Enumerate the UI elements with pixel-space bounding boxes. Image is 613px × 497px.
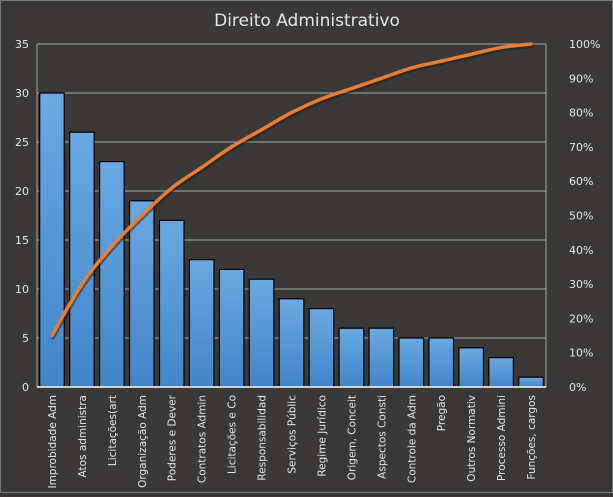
y-tick-label: 25 (15, 136, 29, 149)
y2-tick-label: 0% (569, 381, 586, 394)
bar (519, 377, 544, 387)
bar (279, 299, 304, 387)
y2-tick-label: 90% (569, 72, 593, 85)
y-tick-label: 20 (15, 185, 29, 198)
x-category-label: Atos administra (77, 395, 89, 478)
x-category-label: Responsabilidad (257, 395, 269, 481)
y2-tick-label: 100% (569, 38, 600, 51)
bar (100, 162, 125, 387)
y-tick-label: 35 (15, 38, 29, 51)
bar (309, 309, 334, 387)
x-category-label: Licitações(art (107, 395, 119, 466)
y2-tick-label: 60% (569, 175, 593, 188)
bar (399, 338, 424, 387)
y-tick-label: 30 (15, 87, 29, 100)
x-category-label: Improbidade Adm (47, 395, 59, 489)
x-category-label: Controle da Adm (406, 395, 418, 483)
y2-tick-label: 30% (569, 278, 593, 291)
y2-tick-label: 20% (569, 312, 593, 325)
y2-tick-label: 40% (569, 244, 593, 257)
x-category-label: Outros Normativ (466, 395, 478, 482)
x-category-label: Contratos Admin (197, 395, 209, 483)
bar (489, 358, 514, 387)
bar (459, 348, 484, 387)
y2-tick-label: 80% (569, 107, 593, 120)
x-category-label: Regime Jurídico (316, 395, 328, 477)
x-category-label: Poderes e Dever (167, 394, 179, 481)
x-category-label: Aspectos Consti (376, 395, 388, 479)
chart-title: Direito Administrativo (214, 11, 400, 31)
bar (159, 220, 184, 387)
y-axis-ticks: 0 5 10 15 20 25 30 35 (15, 38, 29, 394)
x-category-label: Organização Adm (137, 395, 149, 488)
x-category-label: Funções, cargos (526, 395, 538, 479)
bar (219, 269, 244, 387)
y2-axis-ticks: 0% 10% 20% 30% 40% 50% 60% 70% 80% 90% 100% (569, 38, 600, 394)
bar (429, 338, 454, 387)
y-tick-label: 0 (22, 381, 29, 394)
bar (339, 328, 364, 387)
y2-tick-label: 10% (569, 347, 593, 360)
x-category-label: Origem, Conceit (346, 395, 358, 480)
bar (70, 132, 95, 387)
y-tick-label: 5 (22, 332, 29, 345)
bar (369, 328, 394, 387)
x-category-label: Serviços Públic (287, 395, 299, 474)
y2-tick-label: 70% (569, 141, 593, 154)
y2-tick-label: 50% (569, 210, 593, 223)
x-category-label: Pregão (436, 395, 448, 431)
x-category-label: Licitações e Co (227, 395, 239, 474)
bar (40, 93, 65, 387)
y-tick-label: 15 (15, 234, 29, 247)
y-tick-label: 10 (15, 283, 29, 296)
x-axis-labels: Improbidade Adm Atos administra Licitações… (47, 394, 538, 488)
cumulative-line-shadow (53, 46, 532, 338)
bar (189, 260, 214, 387)
x-category-label: Processo Admini (496, 395, 508, 481)
bar (249, 279, 274, 387)
